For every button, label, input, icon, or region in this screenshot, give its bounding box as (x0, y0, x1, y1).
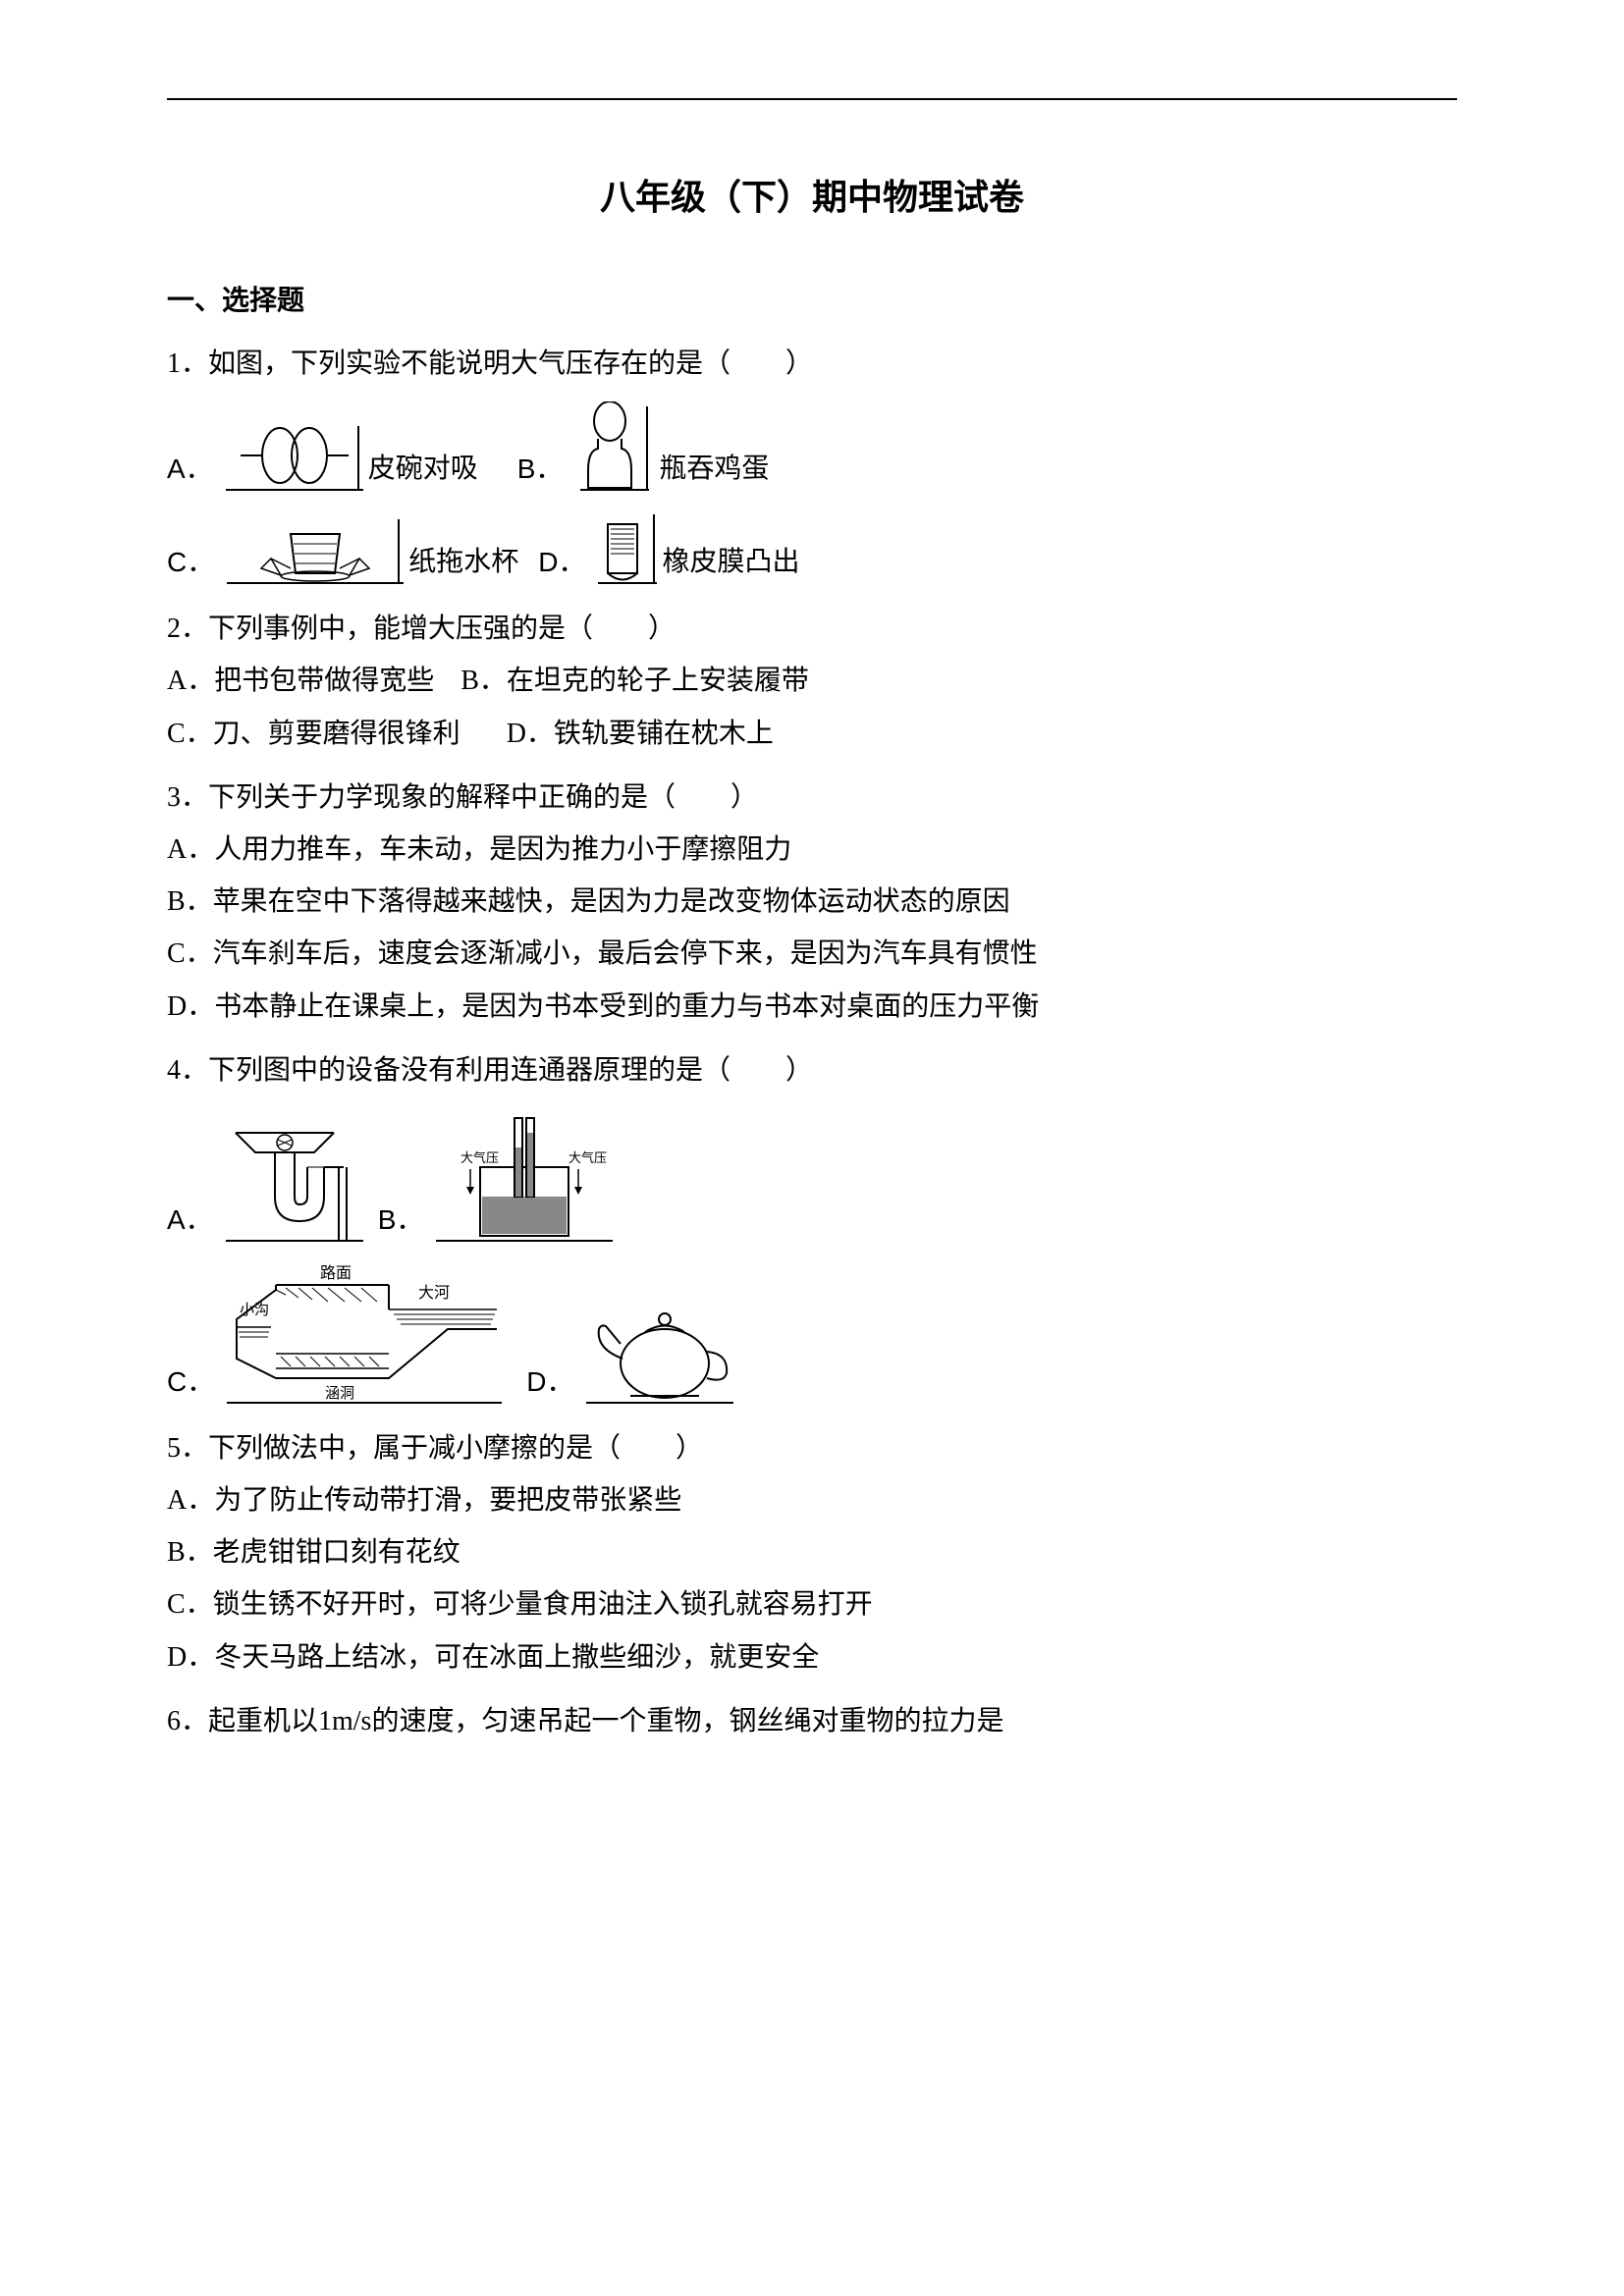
q4-opt-c-label: C． (167, 1356, 214, 1408)
q4-options-row1: A． B． (167, 1108, 1457, 1246)
label-culvert: 涵洞 (325, 1385, 354, 1402)
q2-opt-b: B．在坦克的轮子上安装履带 (460, 666, 809, 696)
question-5: 5．下列做法中，属于减小摩擦的是（ ） A．为了防止传动带打滑，要把皮带张紧些 … (167, 1422, 1457, 1683)
diagram-sink-trap-icon (221, 1118, 368, 1246)
q3-stem: 3．下列关于力学现象的解释中正确的是（ ） (167, 772, 1457, 824)
page-title: 八年级（下）期中物理试卷 (167, 169, 1457, 220)
label-atm-right: 大气压 (568, 1150, 607, 1165)
q1-option-b: B． 瓶吞鸡蛋 (517, 401, 770, 495)
q3-opt-c: C．汽车刹车后，速度会逐渐减小，最后会停下来，是因为汽车具有惯性 (167, 928, 1457, 980)
q4-option-b: B． 大气压 大气压 (378, 1108, 619, 1246)
diagram-teapot-icon (581, 1285, 738, 1408)
q4-opt-b-label: B． (378, 1194, 424, 1246)
question-1: 1．如图，下列实验不能说明大气压存在的是（ ） (167, 338, 1457, 390)
q1-opt-d-label: D． (538, 536, 585, 588)
q2-opt-c: C．刀、剪要磨得很锋利 (167, 719, 460, 749)
q2-opt-d: D．铁轨要铺在枕木上 (507, 719, 774, 749)
q5-opt-a: A．为了防止传动带打滑，要把皮带张紧些 (167, 1474, 1457, 1526)
q1-stem: 1．如图，下列实验不能说明大气压存在的是（ ） (167, 338, 1457, 390)
q4-option-c: C． 路面 小沟 大河 涵洞 (167, 1260, 507, 1408)
q1-option-a: A． 皮碗对吸 (167, 421, 478, 495)
q2-stem: 2．下列事例中，能增大压强的是（ ） (167, 603, 1457, 655)
q5-opt-b: B．老虎钳钳口刻有花纹 (167, 1526, 1457, 1578)
q3-opt-a: A．人用力推车，车未动，是因为推力小于摩擦阻力 (167, 824, 1457, 876)
q1-opt-a-text: 皮碗对吸 (368, 443, 478, 495)
q5-stem: 5．下列做法中，属于减小摩擦的是（ ） (167, 1422, 1457, 1474)
q2-opts-row2: C．刀、剪要磨得很锋利 D．铁轨要铺在枕木上 (167, 708, 1457, 760)
label-ditch: 小沟 (240, 1302, 269, 1318)
diagram-barometer-icon: 大气压 大气压 (431, 1108, 618, 1246)
q4-option-a: A． (167, 1118, 368, 1246)
q5-opt-c: C．锁生锈不好开时，可将少量食用油注入锁孔就容易打开 (167, 1578, 1457, 1630)
section-header: 一、选择题 (167, 279, 1457, 318)
diagram-rubber-membrane-icon (593, 509, 662, 588)
q6-stem: 6．起重机以1m/s的速度，匀速吊起一个重物，钢丝绳对重物的拉力是 (167, 1695, 1457, 1747)
q1-option-d: D． 橡皮膜凸出 (538, 509, 799, 588)
question-3: 3．下列关于力学现象的解释中正确的是（ ） A．人用力推车，车未动，是因为推力小… (167, 772, 1457, 1033)
diagram-suction-cups-icon (221, 421, 368, 495)
q3-opt-b: B．苹果在空中下落得越来越快，是因为力是改变物体运动状态的原因 (167, 876, 1457, 928)
label-road: 路面 (320, 1264, 352, 1282)
q4-options-row2: C． 路面 小沟 大河 涵洞 (167, 1260, 1457, 1408)
q1-options-row2: C． 纸拖水杯 D． (167, 509, 1457, 588)
q1-opt-b-label: B． (517, 443, 564, 495)
diagram-paper-cup-icon (222, 514, 408, 588)
q4-opt-d-label: D． (526, 1356, 573, 1408)
q1-options-row1: A． 皮碗对吸 B． (167, 401, 1457, 495)
q1-opt-c-label: C． (167, 536, 214, 588)
q1-opt-b-text: 瓶吞鸡蛋 (659, 443, 769, 495)
diagram-bottle-egg-icon (570, 401, 659, 495)
q5-opt-d: D．冬天马路上结冰，可在冰面上撒些细沙，就更安全 (167, 1631, 1457, 1683)
q3-opt-d: D．书本静止在课桌上，是因为书本受到的重力与书本对桌面的压力平衡 (167, 981, 1457, 1033)
diagram-culvert-icon: 路面 小沟 大河 涵洞 (222, 1260, 507, 1408)
question-6: 6．起重机以1m/s的速度，匀速吊起一个重物，钢丝绳对重物的拉力是 (167, 1695, 1457, 1747)
q1-opt-c-text: 纸拖水杯 (408, 536, 518, 588)
question-4: 4．下列图中的设备没有利用连通器原理的是（ ） (167, 1044, 1457, 1096)
q2-opt-a: A．把书包带做得宽些 (167, 666, 434, 696)
label-atm-left: 大气压 (460, 1150, 499, 1165)
q4-option-d: D． (526, 1285, 738, 1408)
header-rule (167, 98, 1457, 100)
q4-opt-a-label: A． (167, 1194, 213, 1246)
q2-opts-row1: A．把书包带做得宽些 B．在坦克的轮子上安装履带 (167, 655, 1457, 707)
q1-option-c: C． 纸拖水杯 (167, 514, 518, 588)
q1-opt-a-label: A． (167, 443, 213, 495)
q1-opt-d-text: 橡皮膜凸出 (662, 536, 799, 588)
question-2: 2．下列事例中，能增大压强的是（ ） A．把书包带做得宽些 B．在坦克的轮子上安… (167, 603, 1457, 760)
label-river: 大河 (418, 1284, 450, 1302)
q4-stem: 4．下列图中的设备没有利用连通器原理的是（ ） (167, 1044, 1457, 1096)
